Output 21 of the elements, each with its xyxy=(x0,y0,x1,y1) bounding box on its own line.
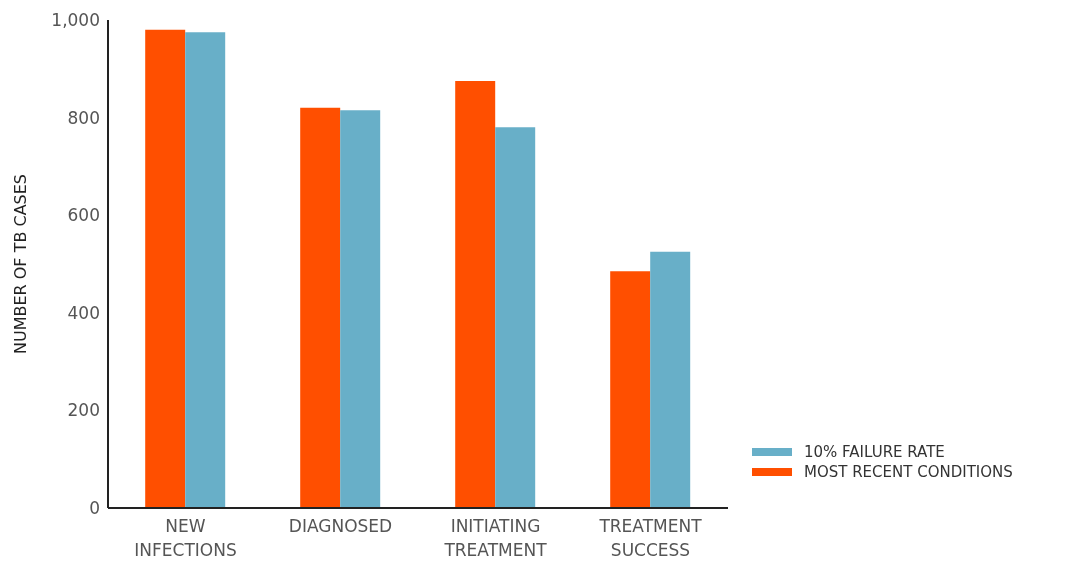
bar xyxy=(495,127,536,508)
x-tick-label: TREATMENT SUCCESS xyxy=(598,516,703,560)
bar xyxy=(340,110,381,508)
bar xyxy=(300,107,341,508)
x-tick-label: NEW INFECTIONS xyxy=(134,516,237,560)
y-tick-label: 0 xyxy=(89,498,100,519)
bar xyxy=(455,81,496,508)
legend-label: 10% FAILURE RATE xyxy=(804,443,945,461)
bar xyxy=(610,271,651,508)
legend-label: MOST RECENT CONDITIONS xyxy=(804,463,1013,481)
x-tick-label: INITIATING TREATMENT xyxy=(443,516,548,560)
y-axis-title: NUMBER OF TB CASES xyxy=(10,173,30,355)
y-tick-label: 400 xyxy=(67,302,100,323)
y-tick-label: 800 xyxy=(67,107,100,128)
y-tick-label: 1,000 xyxy=(51,10,100,31)
bar xyxy=(185,32,226,508)
y-tick-label: 600 xyxy=(67,205,100,226)
x-tick-label: DIAGNOSED xyxy=(288,516,393,536)
bar xyxy=(650,251,691,508)
y-tick-label: 200 xyxy=(67,400,100,421)
bar xyxy=(145,29,186,508)
